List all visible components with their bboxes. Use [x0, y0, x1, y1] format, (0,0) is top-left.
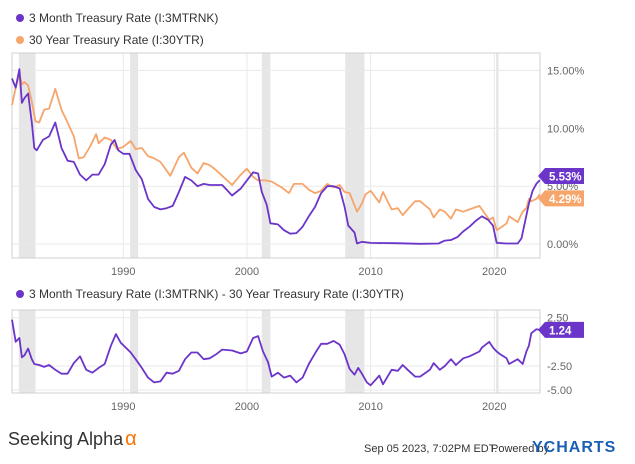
end-value-label: 5.53% [549, 172, 582, 184]
legend-dot [16, 290, 24, 298]
powered-by-text: Powered by [491, 443, 550, 455]
x-tick-label: 1990 [111, 401, 135, 413]
x-tick-label: 2000 [235, 266, 259, 278]
recession-band [130, 310, 139, 393]
x-tick-label: 2010 [358, 401, 382, 413]
legend-item-3-month[interactable]: 3 Month Treasury Rate (I:3MTRNK) [16, 11, 218, 25]
ycharts-logo: YCHARTS [532, 439, 617, 456]
series-line [11, 72, 541, 232]
legend-label: 3 Month Treasury Rate (I:3MTRNK) [29, 11, 219, 25]
y-tick-label: 15.00% [547, 65, 585, 77]
series-line [11, 319, 540, 387]
end-value-callout [538, 321, 584, 338]
timestamp: Sep 05 2023, 7:02PM EDT. [364, 443, 498, 455]
y-tick-label: 10.00% [547, 123, 585, 135]
series-line [11, 68, 541, 245]
plot-frame [11, 309, 541, 394]
recession-band [130, 53, 139, 258]
y-tick-label: 5.00% [547, 181, 578, 193]
y-tick-label: 0.00% [547, 239, 578, 251]
recession-band [345, 53, 365, 258]
x-tick-label: 2000 [235, 401, 259, 413]
legend-label: 30 Year Treasury Rate (I:30YTR) [29, 33, 204, 47]
brand-text: Seeking Alpha [8, 429, 124, 449]
plot-frame [11, 52, 541, 259]
legend-dot [16, 36, 24, 44]
alpha-icon: α [125, 428, 137, 450]
recession-band [261, 310, 271, 393]
legend-item-spread[interactable]: 3 Month Treasury Rate (I:3MTRNK) - 30 Ye… [16, 287, 404, 301]
end-value-callout [538, 190, 584, 207]
legend-dot [16, 14, 24, 22]
x-tick-label: 1990 [111, 266, 135, 278]
y-tick-label: 2.50 [547, 313, 568, 325]
panel-2: -5.00 -2.50 2.50 1990 2000 2010 2020 1.24 [11, 309, 584, 413]
end-value-callout [538, 168, 584, 185]
x-tick-label: 2010 [358, 266, 382, 278]
y-tick-label: -5.00 [547, 385, 572, 397]
x-tick-label: 2020 [482, 266, 506, 278]
legend-label: 3 Month Treasury Rate (I:3MTRNK) - 30 Ye… [29, 287, 404, 301]
x-tick-label: 2020 [482, 401, 506, 413]
panel-1: 0.00% 5.00% 10.00% 15.00% 1990 2000 2010 2020 5.… [11, 52, 585, 278]
legend-item-30-year[interactable]: 30 Year Treasury Rate (I:30YTR) [16, 33, 204, 47]
y-tick-label: -2.50 [547, 361, 572, 373]
seeking-alpha-logo: Seeking Alpha α [8, 428, 137, 451]
end-value-label: 1.24 [549, 325, 572, 337]
end-value-label: 4.29% [549, 194, 582, 206]
recession-band [496, 53, 499, 258]
recession-band [18, 53, 36, 258]
recession-band [345, 310, 365, 393]
recession-band [261, 53, 271, 258]
